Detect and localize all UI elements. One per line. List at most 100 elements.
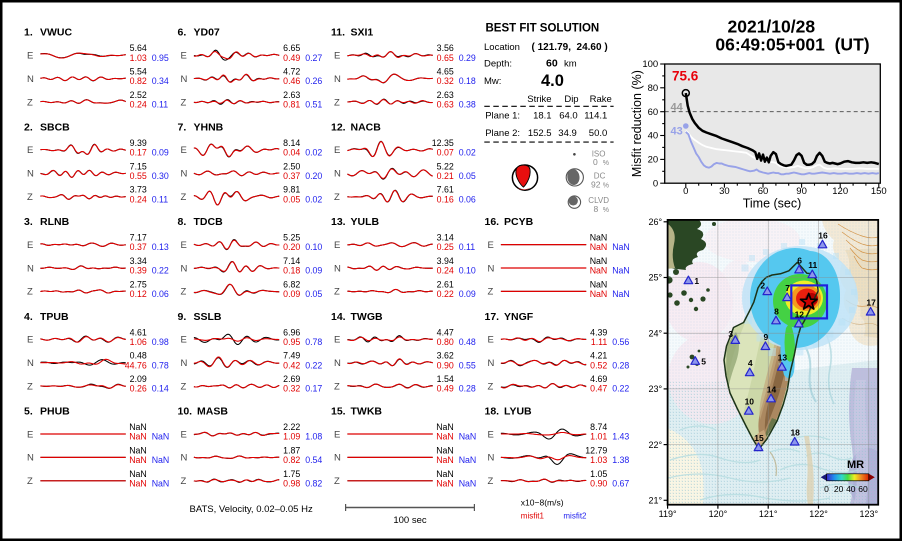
- svg-text:100: 100: [642, 59, 658, 70]
- svg-text:N: N: [27, 263, 34, 274]
- svg-text:NaN: NaN: [612, 289, 630, 299]
- svg-text:Dip: Dip: [564, 94, 578, 105]
- svg-text:3.56: 3.56: [437, 43, 454, 53]
- svg-text:2: 2: [760, 280, 765, 290]
- svg-text:MR: MR: [847, 459, 864, 471]
- svg-text:Z: Z: [181, 97, 187, 108]
- svg-text:3.34: 3.34: [130, 256, 147, 266]
- svg-text:8.74: 8.74: [590, 422, 607, 432]
- svg-text:0.34: 0.34: [152, 76, 169, 86]
- svg-text:12.: 12.: [331, 121, 346, 133]
- svg-text:7.14: 7.14: [283, 256, 300, 266]
- svg-text:%: %: [603, 207, 609, 214]
- svg-text:VWUC: VWUC: [40, 27, 72, 39]
- svg-text:0.42: 0.42: [283, 360, 300, 370]
- svg-text:4: 4: [748, 358, 753, 368]
- svg-text:NACB: NACB: [351, 121, 382, 133]
- svg-text:misfit1: misfit1: [521, 512, 545, 521]
- svg-text:0.17: 0.17: [130, 148, 147, 158]
- svg-text:E: E: [181, 429, 187, 440]
- svg-text:3: 3: [728, 329, 733, 339]
- svg-text:0.30: 0.30: [152, 171, 169, 181]
- svg-text:0.02: 0.02: [305, 194, 322, 204]
- svg-text:0.82: 0.82: [283, 455, 300, 465]
- svg-text:E: E: [181, 51, 187, 62]
- svg-text:N: N: [181, 74, 188, 85]
- svg-text:0.32: 0.32: [437, 76, 454, 86]
- svg-text:60: 60: [758, 186, 769, 197]
- svg-text:TDCB: TDCB: [194, 216, 224, 228]
- svg-text:SXI1: SXI1: [351, 27, 374, 39]
- svg-text:0: 0: [593, 157, 598, 167]
- svg-text:2.75: 2.75: [130, 279, 147, 289]
- svg-text:NaN: NaN: [129, 432, 147, 442]
- svg-text:0.12: 0.12: [130, 289, 147, 299]
- svg-text:Z: Z: [181, 381, 187, 392]
- svg-text:22°: 22°: [648, 440, 662, 450]
- svg-text:SBCB: SBCB: [40, 121, 70, 133]
- svg-text:0.78: 0.78: [305, 337, 322, 347]
- svg-text:E: E: [334, 145, 340, 156]
- svg-text:0.78: 0.78: [152, 360, 169, 370]
- svg-text:0.20: 0.20: [283, 242, 300, 252]
- svg-text:NaN: NaN: [129, 469, 147, 479]
- svg-text:2.52: 2.52: [130, 90, 147, 100]
- svg-text:PCYB: PCYB: [504, 216, 534, 228]
- svg-text:NaN: NaN: [590, 279, 608, 289]
- svg-text:N: N: [334, 358, 341, 369]
- svg-text:NaN: NaN: [129, 478, 147, 488]
- svg-text:0.18: 0.18: [283, 266, 300, 276]
- svg-text:152.5: 152.5: [528, 128, 552, 139]
- svg-text:SSLB: SSLB: [194, 311, 222, 323]
- svg-text:122°: 122°: [809, 509, 828, 519]
- svg-text:90: 90: [796, 186, 807, 197]
- svg-text:Location: Location: [484, 42, 520, 53]
- svg-text:11: 11: [808, 260, 817, 270]
- svg-text:26°: 26°: [648, 217, 662, 227]
- svg-text:0.29: 0.29: [459, 53, 476, 63]
- svg-text:1.01: 1.01: [590, 432, 607, 442]
- svg-text:NaN: NaN: [129, 445, 147, 455]
- svg-text:0.05: 0.05: [459, 171, 476, 181]
- svg-text:0.24: 0.24: [130, 100, 147, 110]
- svg-text:123°: 123°: [859, 509, 878, 519]
- svg-text:0.95: 0.95: [283, 337, 300, 347]
- svg-text:NaN: NaN: [612, 266, 630, 276]
- svg-text:0.04: 0.04: [283, 148, 300, 158]
- svg-text:Plane 2:: Plane 2:: [485, 128, 520, 139]
- svg-text:0.95: 0.95: [152, 53, 169, 63]
- svg-text:0.32: 0.32: [283, 384, 300, 394]
- svg-text:0.22: 0.22: [305, 360, 322, 370]
- svg-text:0.11: 0.11: [459, 242, 476, 252]
- svg-text:60: 60: [546, 58, 558, 70]
- svg-text:7.49: 7.49: [283, 351, 300, 361]
- svg-text:0.39: 0.39: [130, 266, 147, 276]
- svg-text:NaN: NaN: [436, 469, 454, 479]
- svg-text:6.65: 6.65: [283, 43, 300, 53]
- svg-text:NaN: NaN: [152, 455, 170, 465]
- svg-text:N: N: [488, 358, 495, 369]
- svg-text:7.15: 7.15: [130, 161, 147, 171]
- svg-text:Plane 1:: Plane 1:: [485, 111, 520, 122]
- svg-text:4.72: 4.72: [283, 67, 300, 77]
- svg-text:0.13: 0.13: [152, 242, 169, 252]
- svg-text:2.: 2.: [24, 121, 33, 133]
- svg-text:11.: 11.: [331, 27, 345, 39]
- svg-text:TPUB: TPUB: [40, 311, 69, 323]
- svg-text:Z: Z: [488, 476, 494, 487]
- svg-text:3.73: 3.73: [130, 185, 147, 195]
- svg-text:50.0: 50.0: [589, 128, 608, 139]
- svg-text:0.10: 0.10: [459, 266, 476, 276]
- svg-text:NaN: NaN: [459, 432, 477, 442]
- svg-text:Z: Z: [334, 287, 340, 298]
- svg-text:Mw:: Mw:: [484, 76, 501, 87]
- svg-text:0.11: 0.11: [152, 100, 169, 110]
- svg-text:Z: Z: [27, 476, 33, 487]
- svg-text:0.21: 0.21: [437, 171, 454, 181]
- svg-text:1.09: 1.09: [283, 432, 300, 442]
- svg-text:E: E: [488, 240, 494, 251]
- svg-text:NaN: NaN: [129, 455, 147, 465]
- svg-text:15: 15: [754, 433, 764, 443]
- svg-text:E: E: [334, 51, 340, 62]
- svg-text:9.39: 9.39: [130, 138, 147, 148]
